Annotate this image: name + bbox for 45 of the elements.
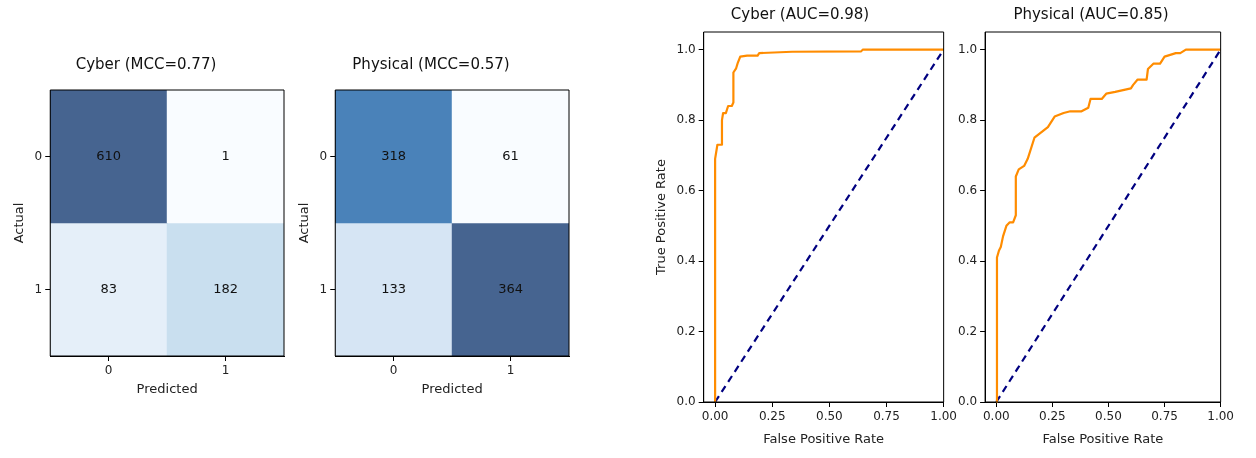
y-tick-label: 0.4 bbox=[957, 253, 978, 268]
x-tick-label: 0.50 bbox=[816, 409, 843, 424]
y-axis-title: Actual bbox=[11, 202, 27, 244]
data-label: 318 bbox=[381, 147, 407, 163]
x-tick-label: 1 bbox=[506, 363, 515, 378]
y-tick-label: 0.4 bbox=[676, 253, 696, 268]
data-label: 182 bbox=[213, 280, 238, 296]
y-tick-label: 0.0 bbox=[676, 394, 696, 409]
data-label: 61 bbox=[502, 147, 519, 163]
x-tick-label: 0.75 bbox=[1151, 409, 1178, 424]
y-tick-label: 0.2 bbox=[676, 323, 696, 338]
x-axis-title: Predicted bbox=[136, 380, 198, 396]
x-axis-title: Predicted bbox=[421, 380, 483, 396]
y-axis-title: Actual bbox=[296, 202, 312, 244]
y-tick-label: 0.6 bbox=[957, 182, 978, 197]
x-tick-label: 0 bbox=[389, 363, 398, 378]
y-tick-label: 0.6 bbox=[676, 182, 696, 197]
x-tick-label: 0.25 bbox=[1039, 409, 1066, 424]
data-label: 610 bbox=[96, 147, 122, 163]
y-tick-label: 0.0 bbox=[957, 394, 978, 409]
x-tick-label: 0.25 bbox=[758, 409, 786, 424]
y-tick-label: 0.8 bbox=[676, 112, 696, 127]
chart-title: Cyber (AUC=0.98) bbox=[730, 4, 870, 23]
y-tick-label: 0.2 bbox=[957, 323, 978, 338]
chart-title: Physical (MCC=0.57) bbox=[352, 54, 510, 73]
x-tick-label: 0 bbox=[104, 363, 113, 378]
data-label: 1 bbox=[221, 147, 230, 163]
chart-title: Cyber (MCC=0.77) bbox=[75, 54, 217, 73]
x-tick-label: 0.00 bbox=[701, 409, 729, 424]
y-tick-label: 1.0 bbox=[676, 41, 696, 56]
x-axis-title: False Positive Rate bbox=[1042, 430, 1164, 446]
y-tick-label: 1.0 bbox=[957, 41, 978, 56]
x-tick-label: 1 bbox=[221, 363, 230, 378]
x-axis-title: False Positive Rate bbox=[763, 430, 885, 446]
data-label: 133 bbox=[381, 280, 407, 296]
chart-title: Physical (AUC=0.85) bbox=[1013, 4, 1169, 23]
y-axis-title: True Positive Rate bbox=[653, 159, 669, 276]
y-tick-label: 0.8 bbox=[957, 112, 978, 127]
x-tick-label: 1.00 bbox=[1207, 409, 1234, 424]
data-label: 364 bbox=[498, 280, 523, 296]
x-tick-label: 0.00 bbox=[982, 409, 1010, 424]
x-tick-label: 1.00 bbox=[930, 409, 957, 424]
x-tick-label: 0.75 bbox=[873, 409, 900, 424]
x-tick-label: 0.50 bbox=[1095, 409, 1122, 424]
data-label: 83 bbox=[100, 280, 117, 296]
